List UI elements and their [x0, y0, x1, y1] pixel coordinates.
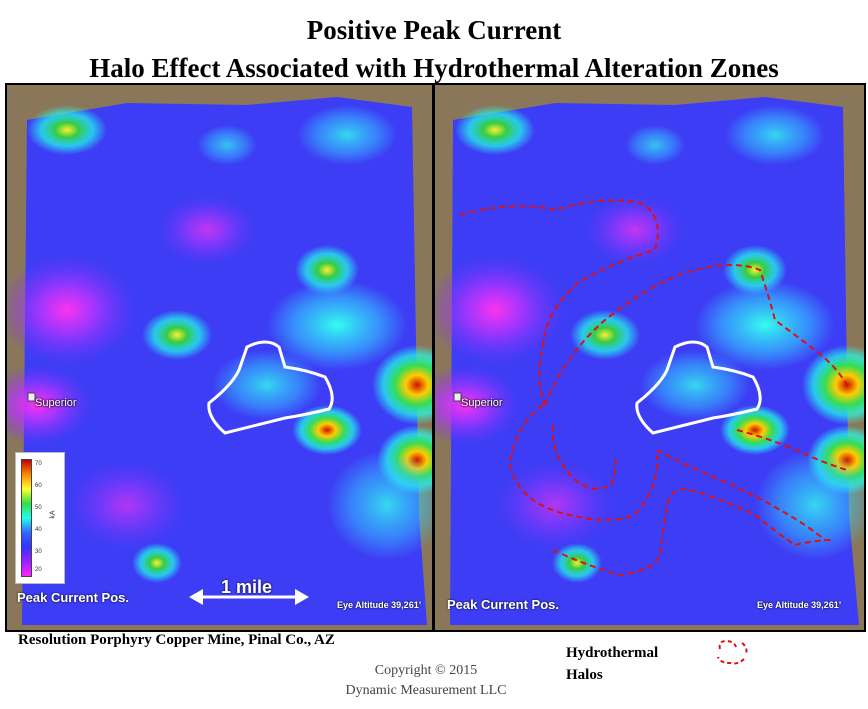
heat-blobs — [435, 105, 864, 583]
halo-legend-line2: Halos — [566, 667, 603, 683]
mine-outline-left — [207, 340, 334, 435]
town-marker-left — [27, 392, 36, 402]
map-label-left: Peak Current Pos. — [17, 590, 129, 605]
town-label-superior: Superior — [35, 397, 77, 409]
eye-altitude-right: Eye Altitude 39,261’ — [757, 600, 842, 610]
map-panel-left[interactable]: Superior 70 60 50 40 30 20 kA 1 mile Pea… — [5, 83, 434, 632]
copyright-line-2: Dynamic Measurement LLC — [345, 683, 507, 698]
halo-legend-line1: Hydrothermal — [566, 645, 659, 661]
legend-tick: 30 — [35, 549, 42, 555]
mine-outline-right — [635, 340, 762, 435]
peak-current-heatmap-right — [435, 85, 864, 630]
color-scale-legend: 70 60 50 40 30 20 kA — [15, 452, 65, 584]
scale-bar — [189, 589, 309, 605]
town-marker-right — [453, 392, 462, 402]
peak-current-heatmap-left — [7, 85, 432, 630]
legend-tick: 60 — [35, 483, 42, 489]
copyright-line-1: Copyright © 2015 — [374, 663, 478, 678]
halo-legend: Hydrothermal Halos — [566, 642, 696, 686]
hydrothermal-halos — [459, 199, 848, 577]
scale-label: 1 mile — [221, 577, 273, 597]
halo-legend-swatch-icon — [717, 639, 748, 665]
map-label-right: Peak Current Pos. — [447, 597, 559, 612]
legend-tick: 70 — [35, 461, 42, 467]
eye-altitude-left: Eye Altitude 39,261’ — [337, 600, 422, 610]
legend-tick: 20 — [35, 567, 42, 573]
legend-tick: 40 — [35, 527, 42, 533]
legend-tick: 50 — [35, 505, 42, 511]
title-line-1: Positive Peak Current — [306, 15, 562, 45]
map-panel-right[interactable]: Superior Peak Current Pos. Eye Altitude … — [433, 83, 866, 632]
town-label-superior: Superior — [461, 397, 503, 409]
mine-caption: Resolution Porphyry Copper Mine, Pinal C… — [18, 632, 335, 648]
legend-unit: kA — [49, 510, 57, 519]
title-line-2: Halo Effect Associated with Hydrothermal… — [89, 53, 779, 83]
color-scale-bar — [21, 459, 32, 577]
